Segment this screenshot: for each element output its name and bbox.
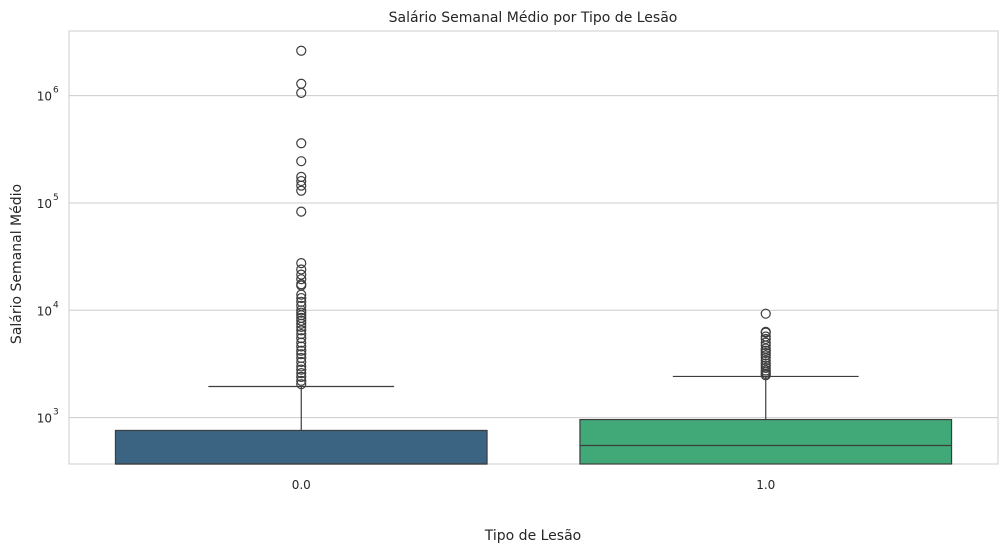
outlier-point [296,371,307,382]
outlier-point [760,352,771,364]
y-tick-exponent: 4 [53,300,59,310]
outlier-point [296,356,307,368]
outlier-point [296,345,307,356]
outlier-point [296,325,307,336]
outlier-point [296,258,307,269]
x-tick-labels: 0.0 1.0 [292,478,776,492]
outlier-point [296,185,307,196]
outlier-point [296,206,307,217]
outlier-point [296,337,307,348]
outlier-point [296,45,307,56]
outlier-point [760,327,771,338]
outlier-point [296,349,307,360]
outlier-point [296,321,307,333]
y-tick-label: 10 [37,412,52,426]
outlier-point [760,308,771,319]
iqr-box [114,429,488,465]
outlier-point [296,379,307,390]
box-0.0 [114,385,488,465]
outlier-points [296,45,771,390]
outlier-point [296,274,307,285]
outlier-point [296,87,307,99]
y-tick-label: 10 [37,304,52,318]
outlier-point [760,370,771,381]
x-tick-label: 0.0 [292,478,311,492]
outlier-point [760,350,771,361]
outlier-point [296,361,307,372]
outlier-point [296,138,307,149]
outlier-point [760,340,771,351]
boxes [114,375,953,465]
y-tick-exponent: 5 [53,193,59,203]
y-tick-exponent: 3 [53,408,59,418]
outlier-point [296,180,307,191]
outlier-point [296,156,307,167]
box-1.0 [579,375,953,465]
outlier-point [296,368,307,379]
y-tick-exponent: 6 [53,86,59,96]
y-tick-label: 10 [37,90,52,104]
y-tick-label: 10 [37,197,52,211]
outlier-point [296,341,307,352]
outlier-point [296,292,307,304]
outlier-point [296,333,307,344]
outlier-point [296,289,307,300]
outlier-point [296,315,307,326]
outlier-point [296,364,307,375]
outlier-point [760,362,771,374]
x-tick-label: 1.0 [756,478,775,492]
outlier-point [296,264,307,275]
outlier-point [296,307,307,318]
gridlines [69,95,998,419]
chart-title: Salário Semanal Médio por Tipo de Lesão [389,10,678,26]
plot-area [68,30,999,465]
x-axis-label: Tipo de Lesão [484,528,581,544]
outlier-point [296,318,307,329]
outlier-point [760,355,771,366]
outlier-point [760,337,771,348]
outlier-point [296,375,307,386]
y-axis-label: Salário Semanal Médio [9,184,25,344]
iqr-box [579,418,953,465]
outlier-point [296,175,307,187]
